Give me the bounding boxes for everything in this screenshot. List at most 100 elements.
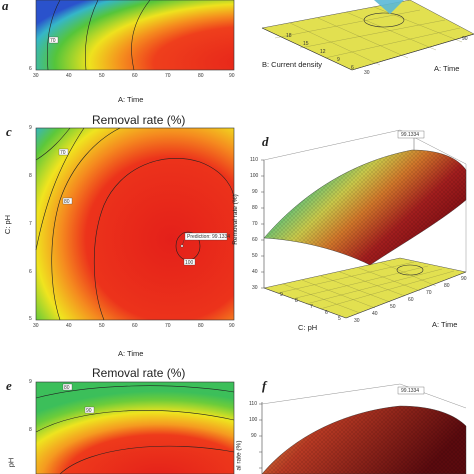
contour-label-box-e-90: [84, 406, 95, 414]
y-tick-d-3: 6: [325, 310, 328, 316]
floor-d: [263, 257, 467, 319]
y-tick-d-0: 9: [280, 292, 283, 298]
contour-plot-e: [35, 381, 235, 474]
contour-line-e-90: [35, 410, 235, 433]
z-axis-label-d: Removal rate (%): [231, 194, 239, 245]
panel-b: [261, 0, 474, 71]
y-tick-b-0: 18: [286, 33, 292, 39]
z-tick-d-8: 30: [252, 285, 258, 291]
contour-label-e-1: 90: [86, 407, 92, 414]
contour-line-e-95: [59, 445, 235, 474]
y-tick-b-3: 9: [337, 57, 340, 63]
contour-line-e-80: [35, 385, 235, 399]
x-tick-d-3: 60: [408, 297, 414, 303]
panel-c: [35, 127, 235, 321]
y-tick-b-4: 6: [351, 65, 354, 71]
x-tick-d-6: 30: [354, 318, 360, 324]
axis-line-b: [261, 27, 353, 71]
x-tick-d-5: 40: [372, 311, 378, 317]
x-tick-a-5: 80: [198, 73, 204, 79]
x-tick-c-3: 60: [132, 323, 138, 329]
panel-letter-e: e: [6, 378, 12, 393]
panel-letter-f: f: [262, 378, 267, 393]
contour-plot-c: [35, 127, 235, 321]
y-tick-a-0: 6: [29, 66, 32, 72]
x-tick-a-3: 60: [132, 73, 138, 79]
panel-letter-c: c: [6, 124, 12, 139]
y-tick-c-3: 6: [29, 269, 32, 275]
x-tick-d-2: 70: [426, 290, 432, 296]
prediction-point-c: [180, 244, 184, 248]
prediction-label-c: Prediction: 99.1334: [187, 234, 231, 240]
z-tick-f-2: 90: [251, 433, 257, 439]
contour-line-c-95: [93, 158, 235, 321]
x-tick-d-0: 90: [461, 276, 467, 282]
back-axis-f: [261, 383, 401, 405]
x-tick-a-2: 50: [99, 73, 105, 79]
y-tick-d-1: 8: [295, 298, 298, 304]
y-axis-label-b: B: Current density: [262, 60, 323, 69]
z-tick-d-3: 80: [252, 205, 258, 211]
z-tick-d-4: 70: [252, 221, 258, 227]
contour-line-a-2: [85, 0, 99, 71]
z-axis-ticks-f: [259, 403, 262, 469]
contour-plot-a: [35, 0, 235, 71]
floor-contour-b: [363, 12, 405, 28]
panel-f: [259, 383, 467, 474]
z-tick-d-1: 100: [250, 173, 259, 179]
y-axis-label-e: pH: [6, 457, 16, 468]
floor-grid-b: [274, 6, 463, 66]
x-tick-d-1: 80: [444, 283, 450, 289]
contour-label-c-1: 80: [64, 198, 70, 205]
contour-line-a-3: [131, 0, 151, 71]
contour-label-a: 70: [50, 37, 56, 44]
chart-title-e: Removal rate (%): [92, 366, 186, 380]
floor-contour-d: [396, 264, 424, 276]
panel-d: [261, 129, 467, 319]
x-tick-c-5: 80: [198, 323, 204, 329]
marker-label-d: 99.1334: [401, 131, 420, 138]
front-axis-d2: [345, 271, 467, 319]
x-tick-a-1: 40: [66, 73, 72, 79]
x-tick-c-4: 70: [165, 323, 171, 329]
contour-label-box-c-100: [183, 258, 196, 266]
y-tick-c-1: 8: [29, 173, 32, 179]
y-tick-d-4: 5: [338, 316, 341, 322]
x-tick-a-0: 30: [33, 73, 39, 79]
contour-label-c-3: 100: [185, 259, 194, 266]
y-tick-e-0: 9: [29, 379, 32, 385]
z-tick-f-1: 100: [249, 417, 258, 423]
surface-mesh-f: [262, 406, 466, 474]
x-tick-c-0: 30: [33, 323, 39, 329]
z-axis-label-f: al rate (%): [235, 440, 243, 471]
y-tick-c-4: 5: [29, 316, 32, 322]
contour-label-box-e-80: [62, 383, 73, 391]
y-tick-c-2: 7: [29, 221, 32, 227]
surface-mesh-d: [264, 150, 466, 265]
contour-label-box-c-70: [58, 148, 69, 156]
contour-line-a-1: [47, 0, 61, 71]
panel-a: [35, 0, 235, 71]
x-axis-label-d: A: Time: [432, 320, 458, 329]
contour-line-c-80: [35, 127, 85, 251]
marker-box-f: [397, 386, 425, 395]
x-tick-c-6: 90: [229, 323, 235, 329]
y-axis-label-c: C: pH: [3, 214, 13, 235]
x-tick-c-1: 40: [66, 323, 72, 329]
contour-label-c-0: 70: [60, 149, 66, 156]
x-axis-label-a: A: Time: [118, 95, 144, 104]
contour-line-c-70: [35, 127, 71, 161]
z-tick-d-0: 110: [250, 157, 258, 163]
x-tick-c-2: 50: [99, 323, 105, 329]
x-tick-a-4: 70: [165, 73, 171, 79]
x-tick-b-1: 90: [462, 36, 468, 42]
contour-label-box-c-80: [62, 197, 73, 205]
panel-letter-a: a: [2, 0, 9, 13]
contour-line-c-90: [51, 127, 121, 321]
z-tick-d-7: 40: [252, 269, 258, 275]
y-tick-c-0: 9: [29, 125, 32, 131]
marker-box-d: [397, 130, 425, 139]
y-tick-b-2: 12: [320, 49, 326, 55]
y-axis-label-d: C: pH: [298, 323, 318, 332]
